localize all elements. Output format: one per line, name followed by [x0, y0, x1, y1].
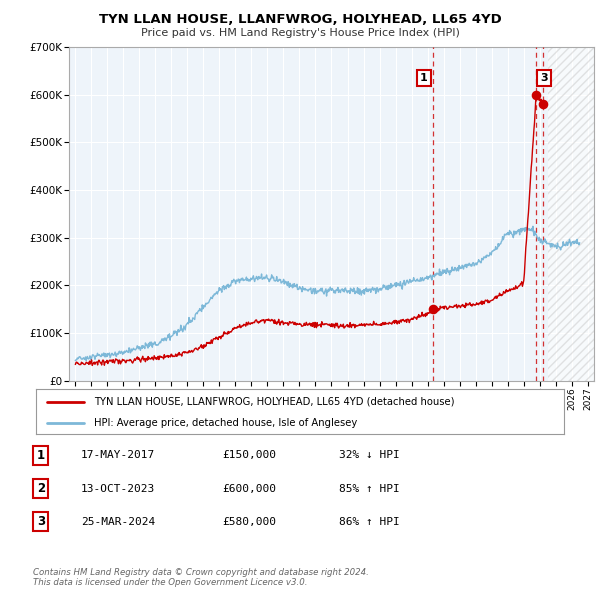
Text: 1: 1 [420, 73, 428, 83]
Text: 25-MAR-2024: 25-MAR-2024 [81, 517, 155, 526]
Bar [548, 47, 594, 381]
Text: 2: 2 [37, 482, 45, 495]
Text: 3: 3 [540, 73, 548, 83]
Text: 86% ↑ HPI: 86% ↑ HPI [339, 517, 400, 526]
Text: 1: 1 [37, 449, 45, 462]
Text: £600,000: £600,000 [222, 484, 276, 493]
Point [538, 100, 548, 109]
Text: Price paid vs. HM Land Registry's House Price Index (HPI): Price paid vs. HM Land Registry's House … [140, 28, 460, 38]
Point [428, 304, 438, 314]
Text: Contains HM Land Registry data © Crown copyright and database right 2024.
This d: Contains HM Land Registry data © Crown c… [33, 568, 369, 587]
Text: TYN LLAN HOUSE, LLANFWROG, HOLYHEAD, LL65 4YD: TYN LLAN HOUSE, LLANFWROG, HOLYHEAD, LL6… [98, 13, 502, 26]
Text: £580,000: £580,000 [222, 517, 276, 526]
Point [532, 90, 541, 100]
Bar [548, 47, 594, 381]
Text: 85% ↑ HPI: 85% ↑ HPI [339, 484, 400, 493]
Text: 3: 3 [37, 515, 45, 528]
Text: TYN LLAN HOUSE, LLANFWROG, HOLYHEAD, LL65 4YD (detached house): TYN LLAN HOUSE, LLANFWROG, HOLYHEAD, LL6… [94, 397, 455, 407]
Text: 13-OCT-2023: 13-OCT-2023 [81, 484, 155, 493]
Text: 17-MAY-2017: 17-MAY-2017 [81, 451, 155, 460]
Text: £150,000: £150,000 [222, 451, 276, 460]
Text: HPI: Average price, detached house, Isle of Anglesey: HPI: Average price, detached house, Isle… [94, 418, 358, 428]
Text: 32% ↓ HPI: 32% ↓ HPI [339, 451, 400, 460]
